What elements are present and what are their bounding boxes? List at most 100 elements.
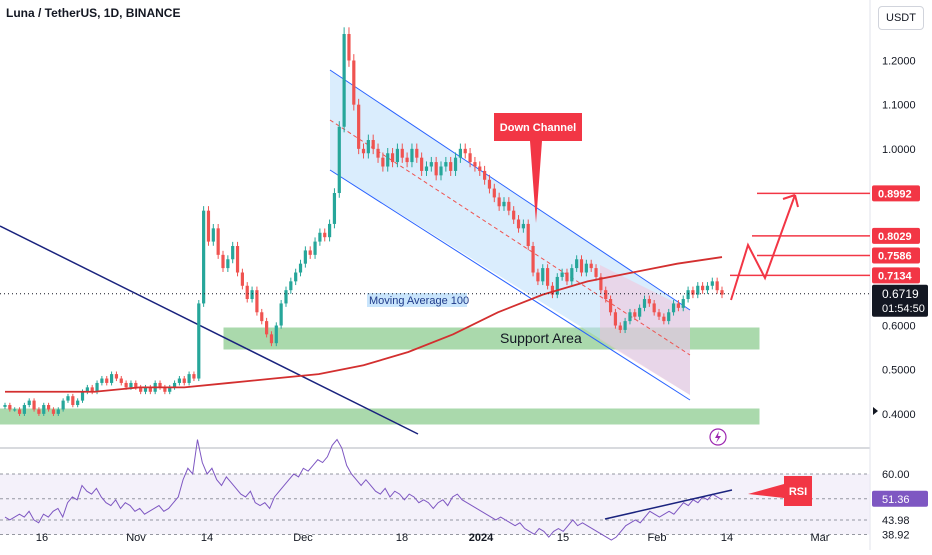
candle-body xyxy=(202,210,206,304)
target-level-badge xyxy=(872,247,920,264)
lower-support-zone xyxy=(0,408,760,425)
candle-body xyxy=(652,303,656,313)
candle-body xyxy=(352,60,356,105)
candle-body xyxy=(206,210,211,242)
candle-body xyxy=(357,104,361,149)
candle-body xyxy=(579,259,584,273)
candle-body xyxy=(390,153,395,163)
candle-body xyxy=(696,285,700,295)
candle-body xyxy=(192,374,196,379)
candle-body xyxy=(420,157,424,171)
candle-body xyxy=(168,387,172,392)
candle-body xyxy=(284,290,288,304)
candle-body xyxy=(294,272,298,282)
candle-body xyxy=(265,321,269,335)
candle-body xyxy=(42,405,46,414)
target-level-label: 0.8029 xyxy=(878,231,912,243)
candle-body xyxy=(371,140,375,149)
price-tick-label: 1.2000 xyxy=(882,56,916,68)
price-tick-label: 0.6000 xyxy=(882,321,916,333)
candle-body xyxy=(269,334,274,344)
candle-body xyxy=(361,148,366,154)
rsi-tick-label: 43.98 xyxy=(882,515,910,527)
candle-body xyxy=(250,290,254,300)
rsi-tick-label: 38.92 xyxy=(882,529,910,541)
candle-body xyxy=(51,409,56,414)
candle-body xyxy=(642,299,647,308)
candle-body xyxy=(100,378,104,383)
candle-body xyxy=(507,201,511,211)
candle-body xyxy=(492,188,496,198)
candle-body xyxy=(434,162,438,176)
candle-body xyxy=(95,382,99,392)
candle-body xyxy=(410,148,414,163)
candle-body xyxy=(715,281,719,291)
candle-body xyxy=(618,325,622,330)
time-tick-label: Dec xyxy=(293,532,313,544)
candle-body xyxy=(61,400,65,410)
candle-body xyxy=(13,409,17,411)
candle-body xyxy=(405,157,409,163)
price-tick-label: 1.1000 xyxy=(882,100,916,112)
lightning-icon-glyph xyxy=(715,431,721,443)
candle-body xyxy=(163,387,167,392)
target-level-label: 0.7134 xyxy=(878,270,913,282)
candle-body xyxy=(386,153,390,167)
currency-button[interactable]: USDT xyxy=(878,6,924,30)
candle-body xyxy=(80,391,85,401)
candle-body xyxy=(327,223,332,238)
candle-body xyxy=(37,409,41,414)
price-tick-label: 0.4000 xyxy=(882,409,916,421)
rsi-trendline xyxy=(604,489,733,520)
candle-body xyxy=(671,303,676,313)
target-level-label: 0.8992 xyxy=(878,188,912,200)
candle-body xyxy=(599,276,603,291)
candle-body xyxy=(415,148,419,158)
candle-body xyxy=(487,179,492,189)
candle-body xyxy=(502,201,506,207)
target-level-badge xyxy=(872,185,920,202)
candle-body xyxy=(439,166,443,176)
down-channel-label: Down Channel xyxy=(500,122,576,134)
candle-body xyxy=(381,157,385,167)
ma-label-bg xyxy=(367,293,467,307)
candle-body xyxy=(541,268,545,282)
candle-body xyxy=(701,285,705,291)
candle-body xyxy=(681,299,685,308)
candle-body xyxy=(589,263,593,269)
price-tick-label: 0.5000 xyxy=(882,365,916,377)
candle-body xyxy=(710,281,714,286)
rsi-callout-label: RSI xyxy=(789,486,807,498)
candle-body xyxy=(158,382,162,388)
candle-body xyxy=(347,33,351,61)
candle-body xyxy=(172,382,177,388)
candle-body xyxy=(584,263,588,273)
candle-body xyxy=(647,299,651,304)
candle-body xyxy=(478,166,482,171)
candle-body xyxy=(444,162,448,167)
time-tick-label: Feb xyxy=(648,532,667,544)
candle-body xyxy=(453,157,458,171)
candle-body xyxy=(638,307,642,317)
price-scale-marker xyxy=(873,407,878,415)
candle-body xyxy=(705,285,710,291)
candle-body xyxy=(512,210,516,220)
candle-body xyxy=(667,312,671,322)
candle-body xyxy=(303,250,307,264)
candle-body xyxy=(139,387,143,392)
candle-body xyxy=(531,246,535,273)
candle-body xyxy=(22,405,26,414)
candle-body xyxy=(483,170,487,180)
candle-body xyxy=(521,223,525,229)
time-tick-label: 2024 xyxy=(469,532,494,544)
candle-body xyxy=(526,223,530,247)
lightning-icon xyxy=(709,428,727,446)
time-tick-label: Mar xyxy=(811,532,830,544)
candle-body xyxy=(308,250,312,255)
candle-body xyxy=(143,387,148,392)
candle-body xyxy=(27,400,31,406)
current-price-badge xyxy=(872,284,928,317)
moving-average-line xyxy=(5,256,723,393)
